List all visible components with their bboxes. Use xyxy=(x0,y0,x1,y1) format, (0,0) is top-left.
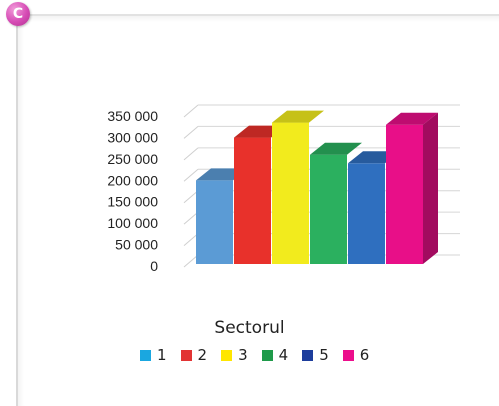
gridline-depth xyxy=(183,126,199,139)
legend-swatch xyxy=(261,349,273,361)
bar-side-6 xyxy=(423,112,438,264)
y-tick-label: 50 000 xyxy=(115,237,158,253)
bar-6 xyxy=(386,124,423,264)
y-tick-label: 350 000 xyxy=(107,108,158,124)
bar-top-4 xyxy=(310,142,362,155)
legend-label: 5 xyxy=(319,346,329,364)
figure-label-badge: C xyxy=(6,2,30,26)
gridline-depth xyxy=(183,104,199,118)
y-tick-label: 250 000 xyxy=(107,151,158,167)
bar-5 xyxy=(348,163,385,264)
gridline-depth xyxy=(183,168,199,182)
bar-3 xyxy=(272,122,309,264)
bar-top-3 xyxy=(272,110,324,123)
bar-1 xyxy=(196,180,233,264)
gridline-depth xyxy=(183,211,199,225)
legend-swatch xyxy=(342,349,354,361)
legend-label: 3 xyxy=(238,346,248,364)
legend-label: 2 xyxy=(197,346,208,364)
legend-item-1: 1 xyxy=(140,346,167,364)
y-tick-label: 0 xyxy=(150,258,158,274)
legend-swatch xyxy=(180,349,192,361)
gridline-depth xyxy=(183,254,199,268)
legend-item-5: 5 xyxy=(302,346,329,364)
y-tick-label: 200 000 xyxy=(107,172,158,188)
gridline-depth xyxy=(183,233,199,246)
legend-swatch xyxy=(221,349,233,361)
legend-swatch xyxy=(140,349,151,361)
y-tick-label: 300 000 xyxy=(107,129,158,145)
gridline-depth xyxy=(183,147,199,161)
legend-swatch xyxy=(302,349,314,361)
legend-title: Sectorul xyxy=(214,318,285,338)
bar-top-6 xyxy=(386,112,438,125)
bars xyxy=(196,110,438,264)
legend-item-6: 6 xyxy=(342,346,370,364)
bar-4 xyxy=(310,154,347,264)
gridline-depth xyxy=(183,190,199,204)
bar-2 xyxy=(234,137,271,264)
legend-label: 6 xyxy=(359,346,370,364)
y-tick-label: 100 000 xyxy=(107,215,158,231)
legend-item-4: 4 xyxy=(261,346,289,364)
legend-label: 1 xyxy=(157,346,167,364)
legend: 1 2 3 4 5 6 xyxy=(140,346,369,364)
y-axis-ticks: 0 50 000 100 000 150 000 200 000 250 000 300 0… xyxy=(107,108,158,274)
legend-item-3: 3 xyxy=(221,346,248,364)
legend-item-2: 2 xyxy=(180,346,208,364)
legend-label: 4 xyxy=(278,346,289,364)
y-tick-label: 150 000 xyxy=(107,194,158,210)
